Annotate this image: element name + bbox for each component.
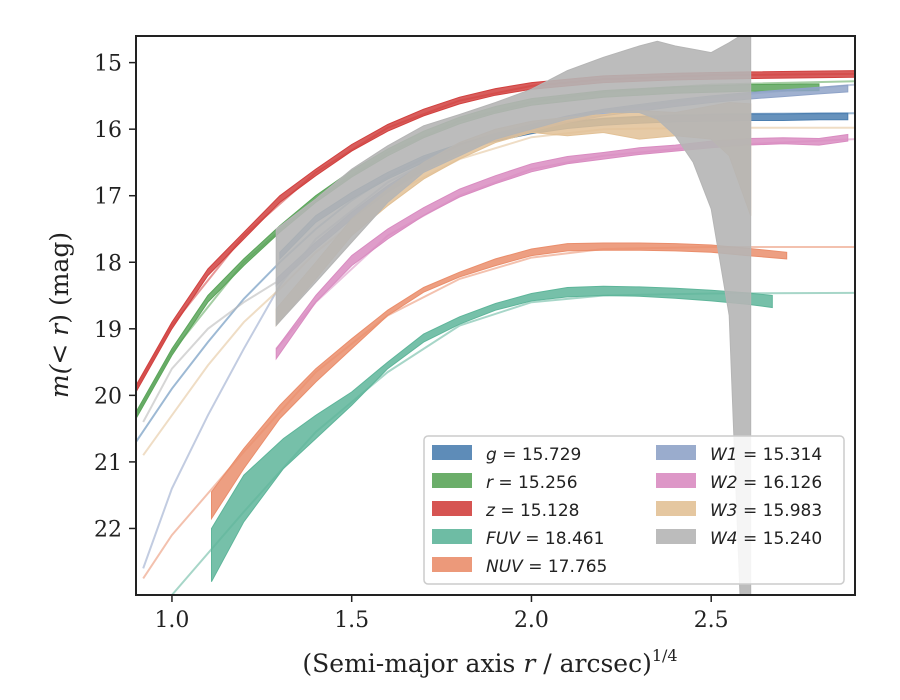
y-axis-label: m(< r) (mag) xyxy=(45,232,74,398)
legend-swatch xyxy=(432,501,472,516)
band-fuv xyxy=(211,285,773,582)
legend-swatch xyxy=(656,445,696,460)
legend-item-w2: W2 = 16.126 xyxy=(656,473,822,493)
y-axis: 15 16 17 18 19 20 21 22 xyxy=(94,52,136,542)
legend-label: W4 = 15.240 xyxy=(710,529,822,549)
band-w2 xyxy=(275,133,849,361)
legend-item-nuv: NUV = 17.765 xyxy=(432,557,607,577)
legend-label: NUV = 17.765 xyxy=(486,557,607,577)
y-tick-label: 21 xyxy=(94,451,122,476)
y-tick-label: 18 xyxy=(94,251,122,276)
legend-label: r = 15.256 xyxy=(486,473,578,493)
x-tick-label: 1.5 xyxy=(334,608,369,633)
model-line-w4 xyxy=(142,281,277,423)
legend-label: FUV = 18.461 xyxy=(486,529,604,549)
legend-box xyxy=(423,435,845,585)
x-tick-label: 2.5 xyxy=(694,608,729,633)
plot-frame xyxy=(135,35,856,596)
legend-label: W3 = 15.983 xyxy=(710,501,822,521)
legend-label: W1 = 15.314 xyxy=(710,445,822,465)
band-w4 xyxy=(275,36,752,595)
y-tick-label: 16 xyxy=(94,118,122,143)
y-tick-label: 19 xyxy=(94,318,122,343)
series-w4 xyxy=(142,36,752,595)
legend-swatch xyxy=(432,445,472,460)
legend-item-w1: W1 = 15.314 xyxy=(656,445,822,465)
band-nuv xyxy=(211,242,788,521)
legend-item-w4: W4 = 15.240 xyxy=(656,529,822,549)
x-axis-label-var: r xyxy=(523,649,537,678)
y-tick-label: 20 xyxy=(94,384,122,409)
legend-item-z: z = 15.128 xyxy=(432,501,579,521)
legend-item-w3: W3 = 15.983 xyxy=(656,501,822,521)
legend-item-g: g = 15.729 xyxy=(432,445,581,465)
legend-swatch xyxy=(656,473,696,488)
x-tick-label: 2.0 xyxy=(514,608,549,633)
x-axis-label-exp: 1/4 xyxy=(652,646,678,665)
x-axis-label: (Semi-major axis r / arcsec)1/4 xyxy=(302,646,677,678)
legend-label: z = 15.128 xyxy=(485,501,579,521)
legend-item-r: r = 15.256 xyxy=(432,473,578,493)
y-tick-label: 15 xyxy=(94,52,122,77)
legend-swatch xyxy=(432,557,472,572)
series-nuv xyxy=(142,242,855,579)
legend-swatch xyxy=(656,501,696,516)
legend-swatch xyxy=(432,473,472,488)
x-axis: 1.0 1.5 2.0 2.5 xyxy=(154,595,729,633)
y-tick-label: 17 xyxy=(94,185,122,210)
series-layer xyxy=(136,36,855,595)
legend-label: W2 = 16.126 xyxy=(710,473,822,493)
legend-item-fuv: FUV = 18.461 xyxy=(432,529,604,549)
x-tick-label: 1.0 xyxy=(154,608,189,633)
legend-swatch xyxy=(656,529,696,544)
legend: g = 15.729 r = 15.256 z = 15.128 FUV = 18.4… xyxy=(423,435,845,585)
legend-swatch xyxy=(432,529,472,544)
y-tick-label: 22 xyxy=(94,517,122,542)
legend-label: g = 15.729 xyxy=(486,445,581,465)
series-fuv xyxy=(171,285,855,595)
band-z xyxy=(136,70,855,394)
